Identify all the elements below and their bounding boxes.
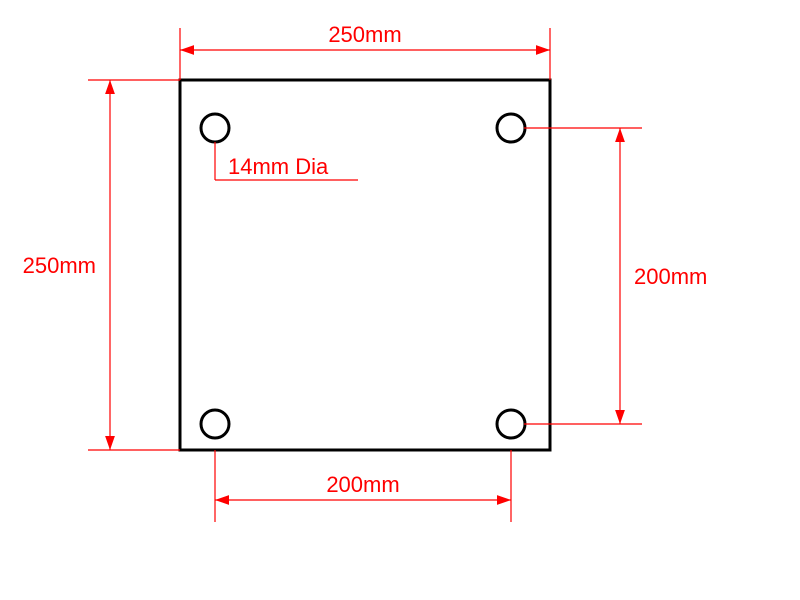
dim-arrow (105, 436, 115, 450)
dim-arrow (536, 45, 550, 55)
bolt-hole (201, 114, 229, 142)
dim-label-right-pitch: 200mm (634, 264, 707, 289)
dim-arrow (497, 495, 511, 505)
dim-label-bottom-pitch: 200mm (326, 472, 399, 497)
dim-arrow (615, 128, 625, 142)
plate-outline (180, 80, 550, 450)
dim-label-top-width: 250mm (328, 22, 401, 47)
bolt-hole (497, 410, 525, 438)
engineering-drawing: 250mm 250mm 200mm 200mm 14mm Dia (0, 0, 800, 600)
bolt-hole (497, 114, 525, 142)
dim-label-hole-dia: 14mm Dia (228, 154, 329, 179)
dim-label-left-height: 250mm (23, 253, 96, 278)
dim-arrow (105, 80, 115, 94)
dim-arrow (215, 495, 229, 505)
dim-arrow (615, 410, 625, 424)
bolt-hole (201, 410, 229, 438)
dim-arrow (180, 45, 194, 55)
